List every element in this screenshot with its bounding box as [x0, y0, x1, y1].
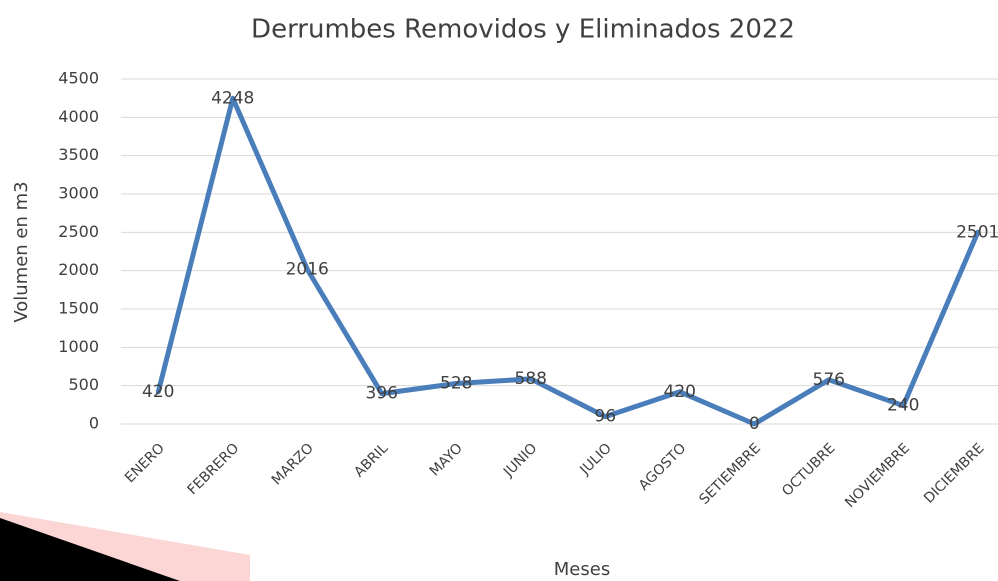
data-label: 96	[594, 407, 616, 427]
y-tick-label: 2500	[58, 222, 99, 241]
x-tick-label: JUNIO	[500, 440, 540, 480]
data-label: 0	[749, 414, 760, 434]
y-tick-label: 2000	[58, 260, 99, 279]
x-tick-label: MAYO	[427, 440, 466, 479]
x-tick-label: JULIO	[576, 440, 614, 478]
x-tick-label: NOVIEMBRE	[842, 440, 913, 511]
data-label: 2501	[956, 222, 998, 242]
y-axis-label: Volumen en m3	[11, 181, 32, 322]
data-label: 588	[515, 369, 547, 389]
y-tick-label: 500	[68, 375, 99, 394]
data-line	[155, 95, 981, 427]
x-axis-label: Meses	[554, 559, 610, 580]
x-tick-label: DICIEMBRE	[921, 440, 987, 506]
x-tick-label: MARZO	[269, 440, 317, 488]
data-label: 420	[142, 382, 174, 402]
x-tick-label: SETIEMBRE	[696, 440, 764, 508]
data-label: 240	[887, 396, 919, 416]
data-label: 2016	[286, 259, 329, 279]
data-label: 420	[664, 382, 696, 402]
x-tick-label: FEBRERO	[185, 440, 243, 498]
data-label: 576	[813, 370, 845, 390]
y-tick-label: 3500	[58, 145, 99, 164]
x-tick-label: AGOSTO	[636, 440, 690, 494]
x-tick-label: OCTUBRE	[779, 440, 838, 499]
chart-title: Derrumbes Removidos y Eliminados 2022	[251, 15, 795, 45]
y-tick-label: 3000	[58, 184, 99, 203]
y-tick-label: 1500	[58, 299, 99, 318]
x-tick-label: ENERO	[122, 440, 168, 486]
x-tick-label: ABRIL	[351, 440, 391, 480]
y-tick-label: 4000	[58, 107, 99, 126]
data-label: 4248	[211, 88, 254, 108]
y-tick-label: 1000	[58, 337, 99, 356]
y-tick-label: 0	[89, 414, 99, 433]
data-label: 528	[440, 374, 472, 394]
y-tick-label: 4500	[58, 69, 99, 88]
decoration	[0, 518, 180, 581]
data-label: 396	[366, 384, 398, 404]
